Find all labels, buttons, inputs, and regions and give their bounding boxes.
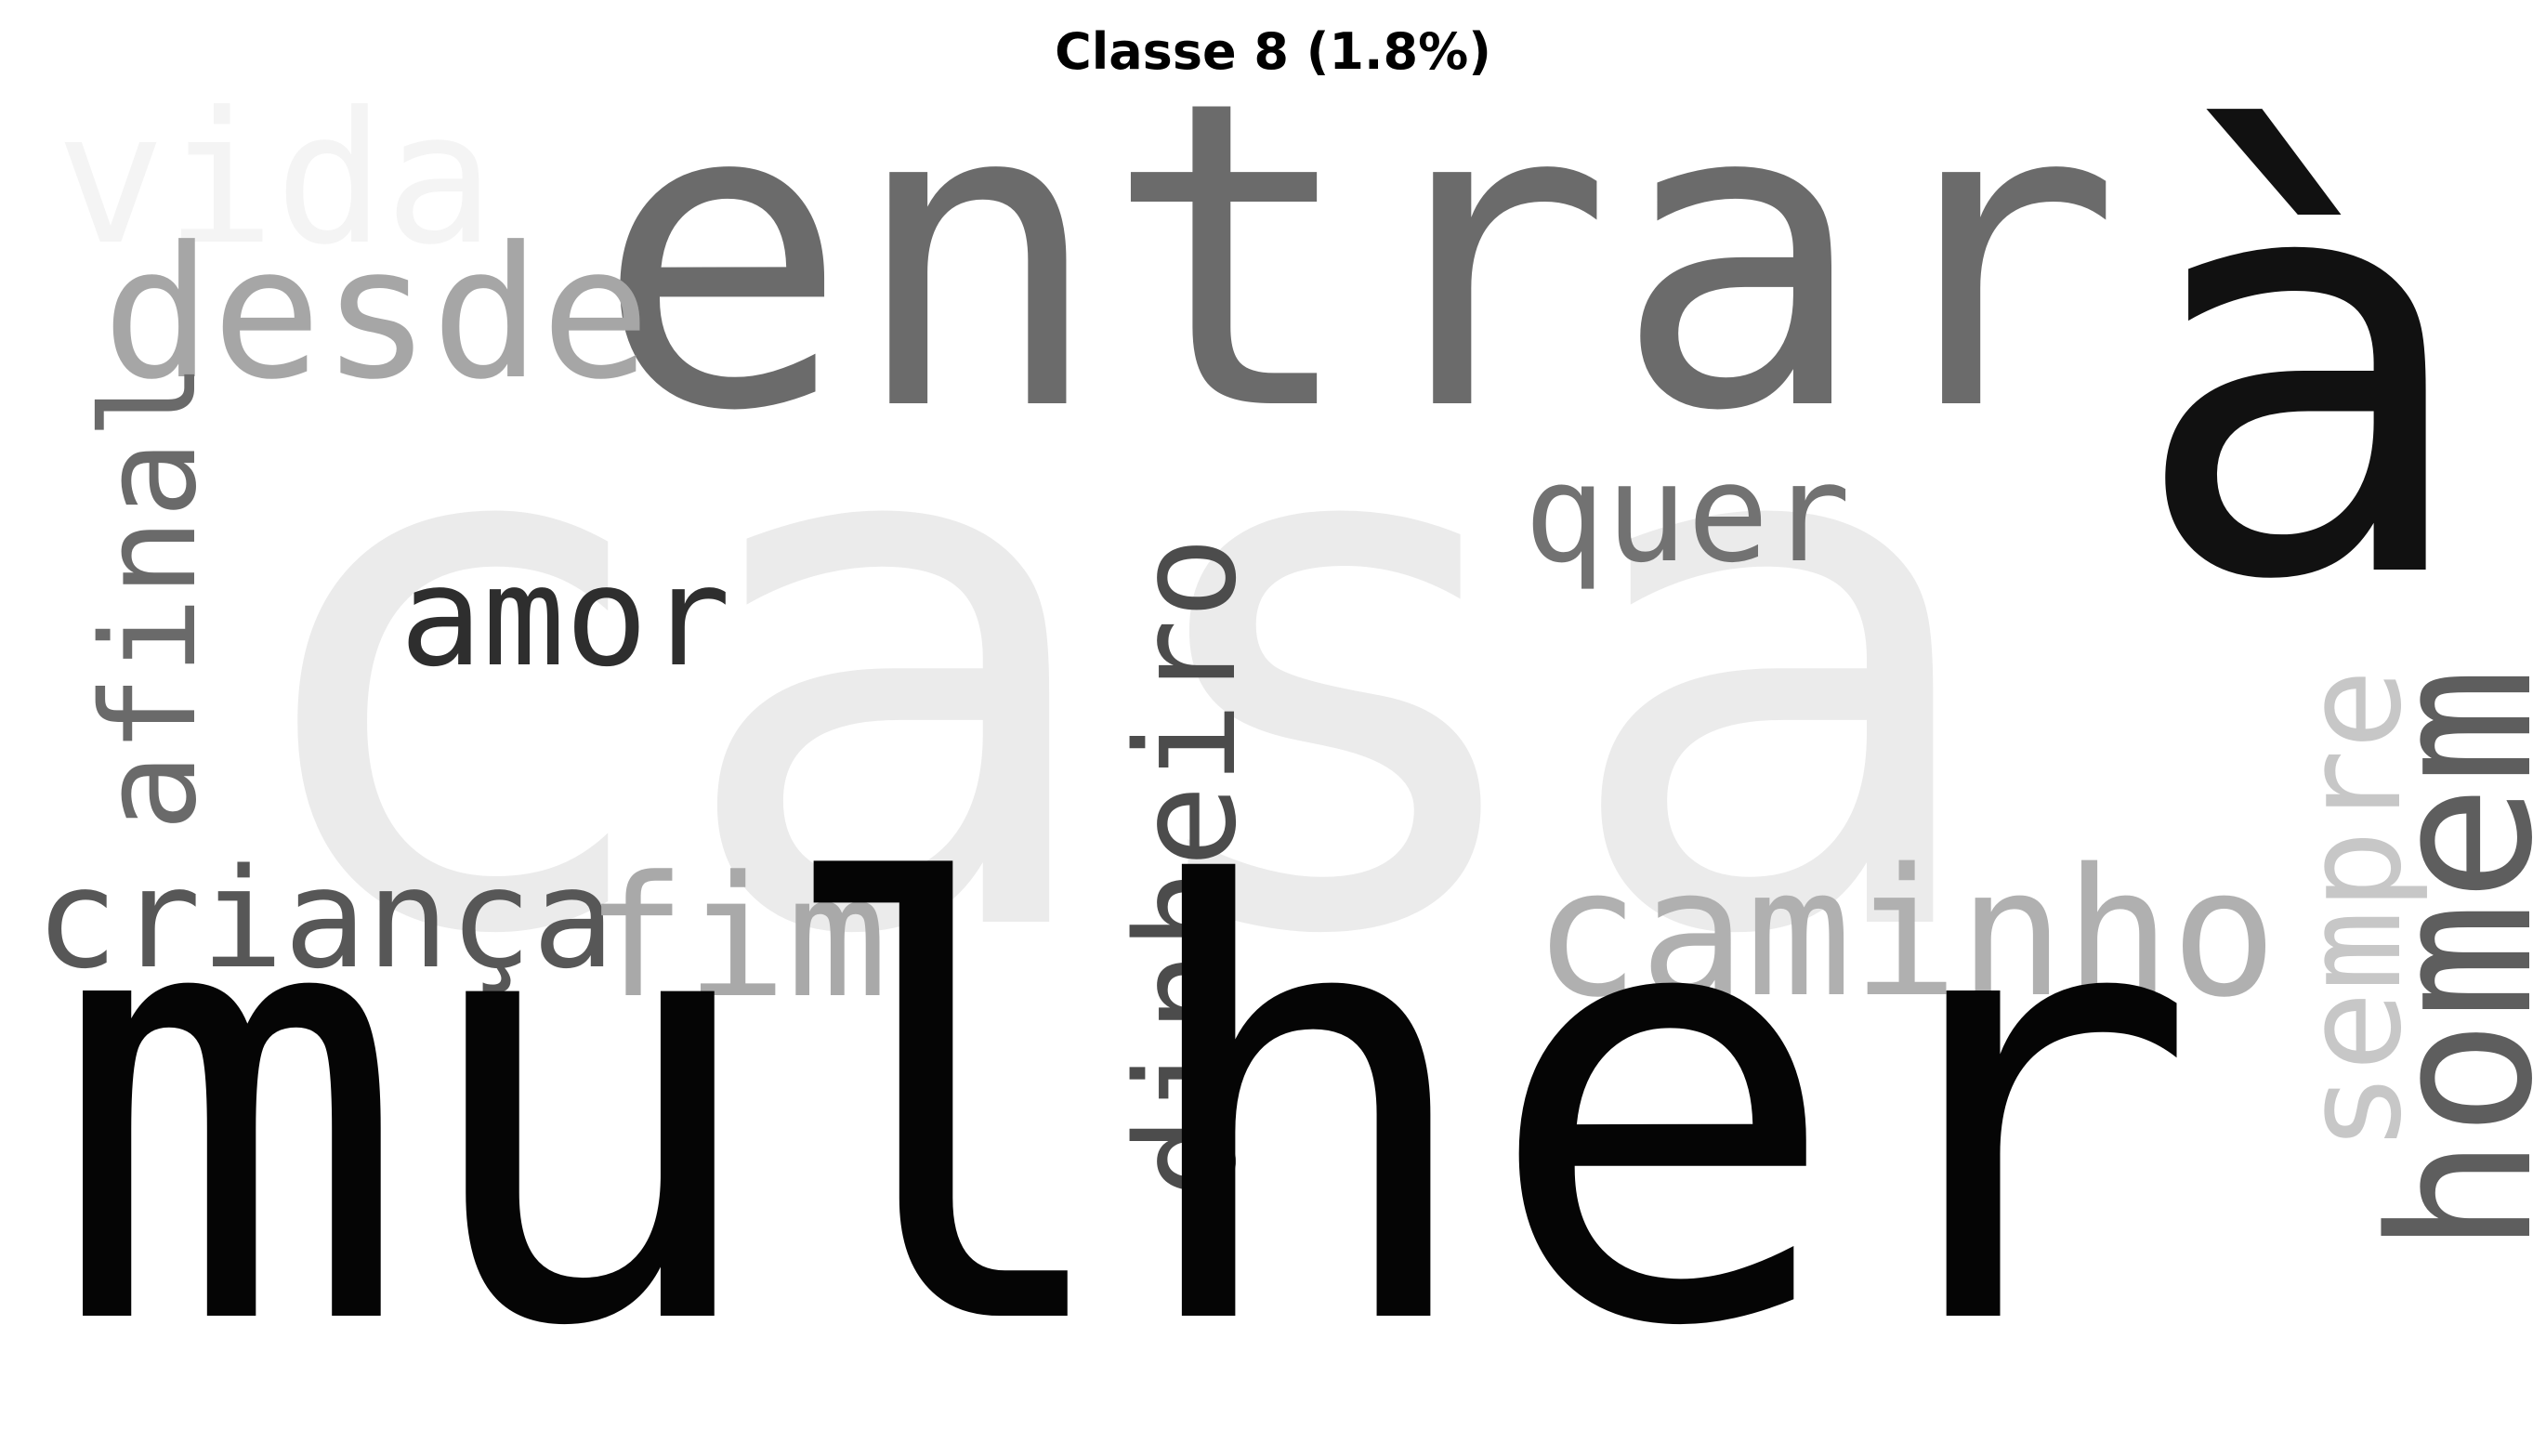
word-afinal: afinal: [74, 361, 226, 832]
word-a-grave: à: [2128, 36, 2475, 706]
word-amor: amor: [400, 537, 731, 697]
word-desde: desde: [102, 208, 651, 420]
word-mulher: mulher: [51, 764, 2199, 1456]
word-caminho: caminho: [1533, 831, 2277, 1036]
word-quer: quer: [1524, 435, 1851, 593]
word-crianca: criança: [35, 839, 615, 999]
chart-title: Classe 8 (1.8%): [1055, 22, 1491, 81]
word-entrar: entrar: [595, 12, 2122, 504]
word-vida: vida: [56, 73, 495, 285]
word-homem: homem: [2348, 666, 2546, 1254]
word-fim: fim: [585, 841, 888, 1035]
word-casa: casa: [228, 242, 1996, 1095]
